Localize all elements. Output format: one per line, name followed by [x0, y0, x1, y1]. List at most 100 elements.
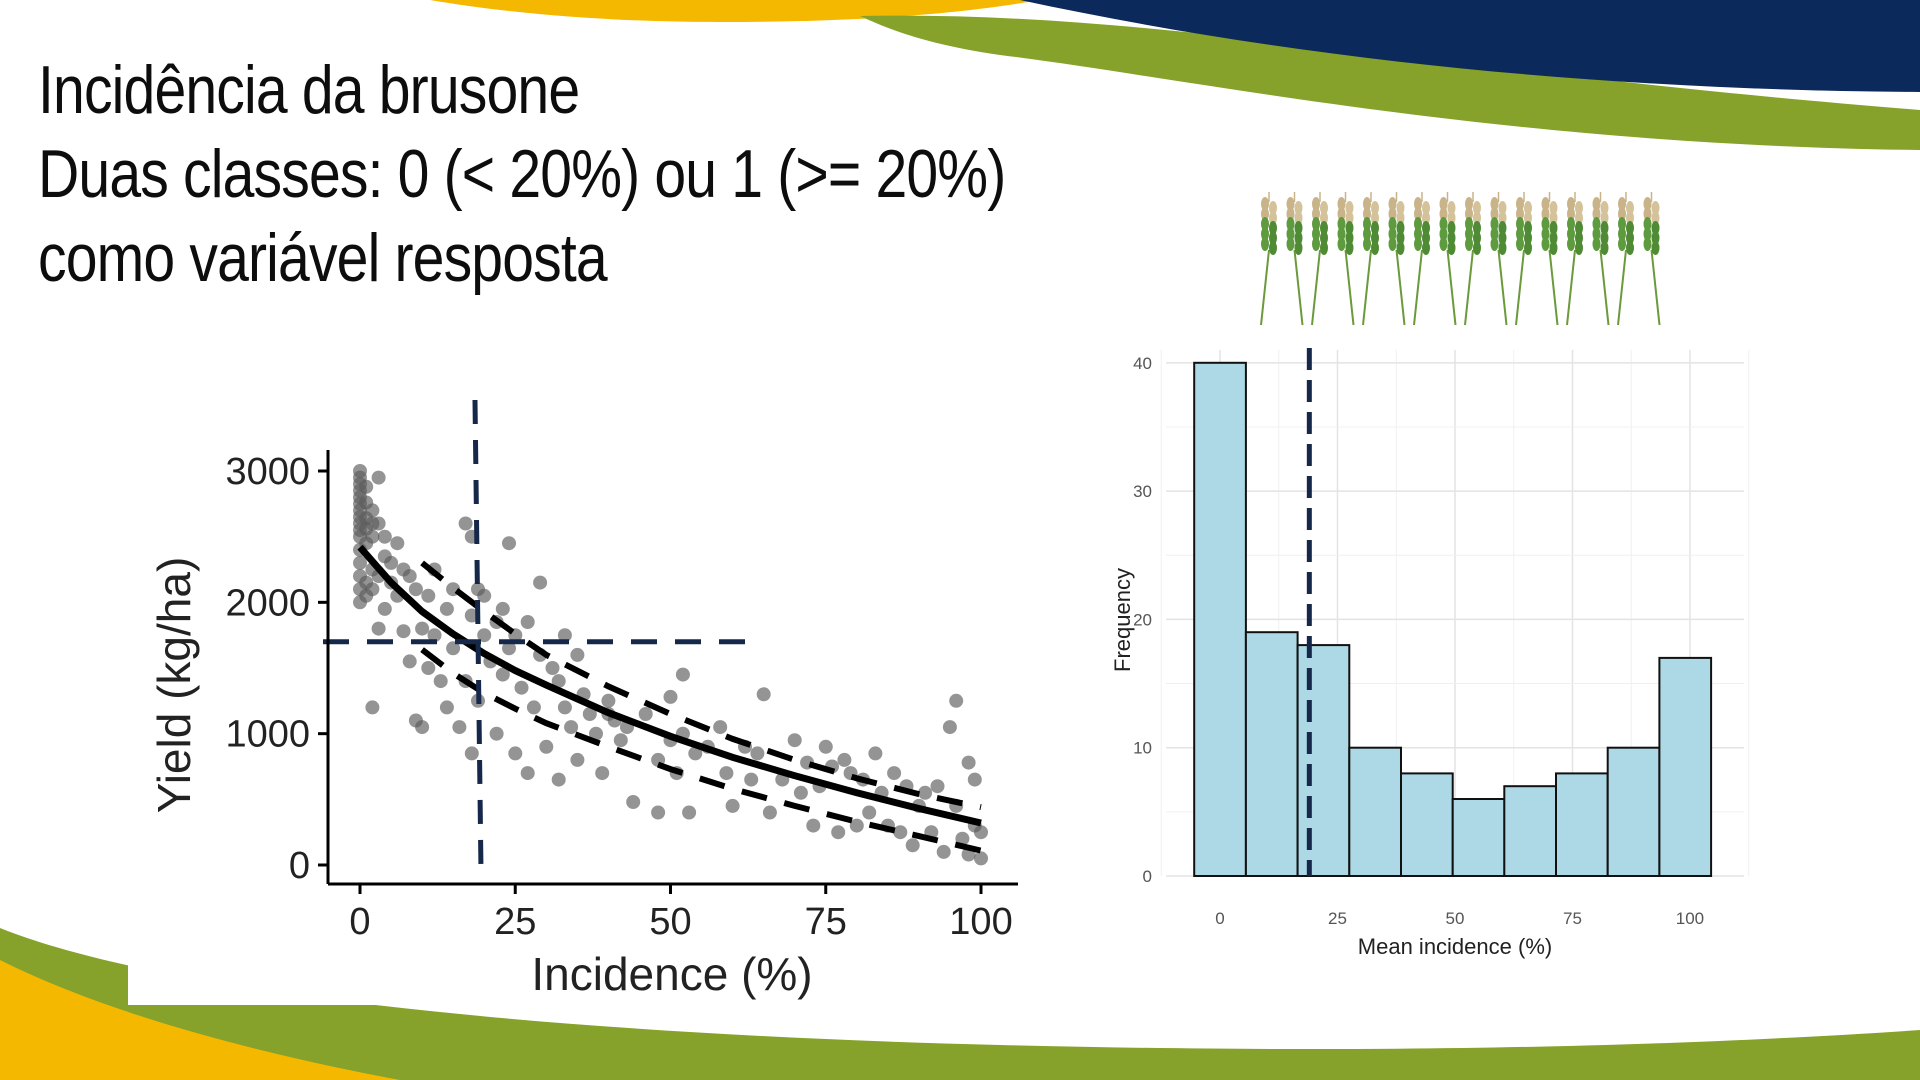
wheat-grain: [1473, 201, 1481, 215]
data-point: [651, 805, 666, 820]
data-point: [955, 831, 970, 846]
data-point: [415, 621, 430, 636]
wheat-grain: [1371, 211, 1379, 225]
wheat-grain: [1396, 241, 1405, 255]
wheat-grain: [1337, 207, 1346, 221]
data-point: [570, 752, 585, 767]
histogram-bar: [1296, 644, 1351, 877]
data-point: [452, 720, 467, 735]
wheat-grain: [1498, 231, 1507, 245]
wheat-grain: [1651, 241, 1660, 255]
wheat-grain: [1388, 207, 1397, 221]
data-point: [421, 661, 436, 675]
data-point: [551, 674, 566, 689]
data-point: [942, 720, 957, 735]
wheat-grain: [1371, 231, 1379, 245]
wheat-grain: [1261, 237, 1269, 251]
wheat-grain: [1345, 231, 1354, 245]
wheat-grain: [1567, 217, 1575, 231]
wheat-grain: [1414, 237, 1422, 251]
data-point: [427, 628, 442, 643]
x-axis-ticks: 0 25 50 75 100: [1215, 909, 1704, 928]
wheat-grain: [1516, 227, 1524, 241]
wheat-grain: [1439, 217, 1448, 231]
wheat-stem: [1311, 249, 1321, 326]
data-point: [439, 700, 454, 715]
wheat-grain: [1320, 211, 1328, 225]
wheat-grain: [1320, 231, 1328, 245]
wheat-grain: [1524, 221, 1532, 235]
data-point: [806, 818, 821, 833]
data-point: [539, 739, 554, 754]
data-point: [520, 615, 535, 629]
wheat-grain: [1651, 211, 1660, 225]
wheat-grain: [1516, 237, 1524, 251]
histogram-bar: [1606, 746, 1661, 878]
wheat-grain: [1422, 201, 1430, 215]
wheat-grain: [1422, 211, 1430, 225]
wheat-grain: [1498, 241, 1507, 255]
wheat-grain: [1388, 197, 1397, 211]
data-point: [744, 772, 759, 787]
wheat-grain: [1439, 197, 1448, 211]
data-point: [365, 700, 380, 715]
fitted-curve: [357, 544, 982, 827]
data-point: [439, 601, 454, 616]
y-tick-label: 0: [289, 845, 310, 887]
histogram-bar: [1658, 656, 1713, 877]
wheat-grain: [1261, 207, 1269, 221]
wheat-grain: [1371, 221, 1379, 235]
y-tick-label: 3000: [225, 451, 310, 493]
wheat-grain: [1465, 217, 1473, 231]
scatter-points: [353, 464, 988, 866]
data-point: [682, 805, 697, 820]
data-point: [489, 726, 504, 741]
data-point: [725, 798, 740, 813]
title-line-1: Incidência da brusone: [38, 52, 580, 128]
wheat-grain: [1541, 207, 1550, 221]
data-point: [421, 588, 436, 603]
data-point: [384, 555, 399, 570]
wheat-grain: [1447, 211, 1456, 225]
wheat-grain: [1363, 227, 1371, 241]
data-point: [974, 825, 988, 840]
data-point: [974, 851, 988, 866]
data-point: [371, 470, 386, 485]
data-point: [713, 720, 728, 735]
wheat-grain: [1490, 237, 1499, 251]
wheat-grain: [1575, 241, 1583, 255]
data-point: [862, 805, 877, 820]
wheat-grain: [1363, 197, 1371, 211]
wheat-grain: [1643, 237, 1652, 251]
wheat-grain: [1498, 221, 1507, 235]
data-point: [936, 844, 951, 859]
wheat-grain: [1524, 231, 1532, 245]
wheat-grain: [1498, 211, 1507, 225]
data-point: [762, 805, 777, 820]
wheat-grain: [1592, 217, 1601, 231]
wheat-grain: [1320, 241, 1328, 255]
wheat-grain: [1269, 241, 1277, 255]
wheat-grain: [1261, 217, 1269, 231]
wheat-grain: [1600, 231, 1609, 245]
data-point: [508, 746, 523, 761]
data-point: [570, 647, 585, 662]
data-point: [750, 746, 765, 761]
wheat-grain: [1592, 197, 1601, 211]
wheat-stem: [1497, 249, 1508, 326]
histogram-bar: [1400, 772, 1454, 877]
wheat-grain: [1524, 201, 1532, 215]
histogram-bar: [1244, 631, 1299, 878]
wheat-grain: [1524, 241, 1532, 255]
wheat-grain: [1600, 241, 1609, 255]
wheat-grain: [1618, 227, 1626, 241]
bottom-yellow-band: [0, 960, 400, 1080]
wheat-grain: [1337, 197, 1346, 211]
wheat-grain: [1541, 197, 1550, 211]
data-point: [533, 575, 548, 590]
wheat-grain: [1414, 207, 1422, 221]
data-point: [464, 746, 479, 761]
wheat-grain: [1567, 237, 1575, 251]
wheat-grain: [1600, 211, 1609, 225]
wheat-grain: [1618, 217, 1626, 231]
